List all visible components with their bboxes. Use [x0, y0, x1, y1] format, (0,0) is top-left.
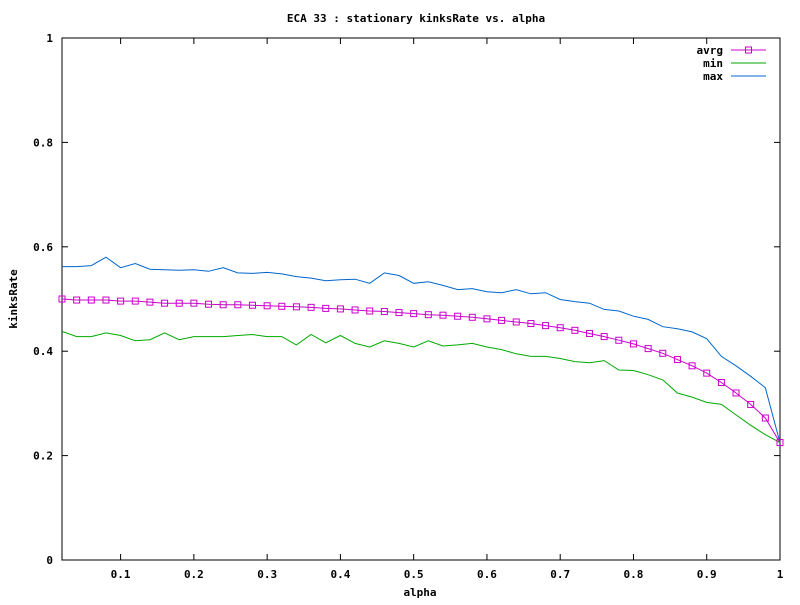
x-tick-label: 0.2 — [184, 568, 204, 581]
data-point-avrg — [248, 301, 256, 309]
data-point-avrg — [190, 299, 198, 307]
x-tick-label: 0.5 — [404, 568, 424, 581]
x-tick-label: 0.9 — [697, 568, 717, 581]
data-point-avrg — [629, 340, 637, 348]
series-layer — [58, 256, 784, 447]
data-point-avrg — [58, 295, 66, 303]
data-point-avrg — [87, 296, 95, 304]
data-point-avrg — [688, 362, 696, 370]
data-point-avrg — [439, 311, 447, 319]
data-point-avrg — [102, 296, 110, 304]
data-point-avrg — [454, 312, 462, 320]
data-point-avrg — [586, 329, 594, 337]
data-point-avrg — [498, 316, 506, 324]
plot-frame — [61, 37, 781, 561]
data-point-avrg — [117, 297, 125, 305]
data-point-avrg — [556, 324, 564, 332]
data-point-avrg — [483, 315, 491, 323]
data-point-avrg — [512, 318, 520, 326]
data-point-avrg — [175, 299, 183, 307]
data-point-avrg — [761, 414, 769, 422]
data-point-avrg — [600, 333, 608, 341]
data-point-avrg — [161, 299, 169, 307]
x-axis-label: alpha — [403, 586, 436, 599]
y-tick-label: 1 — [46, 32, 53, 45]
data-point-avrg — [717, 379, 725, 387]
data-point-avrg — [615, 336, 623, 344]
chart-title: ECA 33 : stationary kinksRate vs. alpha — [287, 12, 545, 25]
data-point-avrg — [131, 297, 139, 305]
data-point-avrg — [468, 313, 476, 321]
legend-label-avrg: avrg — [697, 44, 724, 57]
legend-label-max: max — [703, 70, 723, 83]
y-tick-label: 0.6 — [33, 241, 53, 254]
data-point-avrg — [732, 389, 740, 397]
data-point-avrg — [542, 322, 550, 330]
data-point-avrg — [659, 349, 667, 357]
data-point-avrg — [205, 300, 213, 308]
data-point-avrg — [527, 320, 535, 328]
data-point-avrg — [410, 310, 418, 318]
x-tick-label: 1 — [777, 568, 784, 581]
y-tick-label: 0.8 — [33, 136, 53, 149]
data-point-avrg — [234, 301, 242, 309]
data-point-avrg — [673, 356, 681, 364]
axis-ticks: 0.1 0.2 0.3 0.4 0.5 0.6 0.7 0.8 0.9 1 0 0.2 0.4 0.6 0.… — [33, 32, 784, 581]
x-tick-label: 0.6 — [477, 568, 497, 581]
data-point-avrg — [278, 302, 286, 310]
data-point-avrg — [703, 369, 711, 377]
data-point-avrg — [366, 307, 374, 315]
y-tick-label: 0 — [46, 554, 53, 567]
x-tick-label: 0.7 — [550, 568, 570, 581]
x-tick-label: 0.4 — [330, 568, 350, 581]
data-point-avrg — [351, 306, 359, 314]
legend-label-min: min — [703, 57, 723, 70]
data-point-avrg — [424, 311, 432, 319]
y-tick-label: 0.4 — [33, 345, 53, 358]
series-line-avrg — [61, 298, 781, 443]
data-point-avrg — [644, 345, 652, 353]
series-line-min — [61, 330, 781, 444]
data-point-avrg — [219, 301, 227, 309]
data-point-avrg — [395, 309, 403, 317]
data-point-avrg — [776, 439, 784, 447]
x-tick-label: 0.1 — [111, 568, 131, 581]
data-point-avrg — [146, 298, 154, 306]
data-point-avrg — [292, 303, 300, 311]
x-tick-label: 0.8 — [624, 568, 644, 581]
data-point-avrg — [73, 296, 81, 304]
y-tick-label: 0.2 — [33, 450, 53, 463]
data-point-avrg — [322, 304, 330, 312]
y-axis-label: kinksRate — [7, 269, 20, 329]
data-point-avrg — [307, 303, 315, 311]
data-point-avrg — [747, 400, 755, 408]
x-tick-label: 0.3 — [257, 568, 277, 581]
series-line-max — [62, 256, 781, 443]
legend-marker-avrg — [745, 46, 752, 54]
data-point-avrg — [571, 326, 579, 334]
data-point-avrg — [336, 305, 344, 313]
data-point-avrg — [263, 302, 271, 310]
data-point-avrg — [380, 308, 388, 316]
